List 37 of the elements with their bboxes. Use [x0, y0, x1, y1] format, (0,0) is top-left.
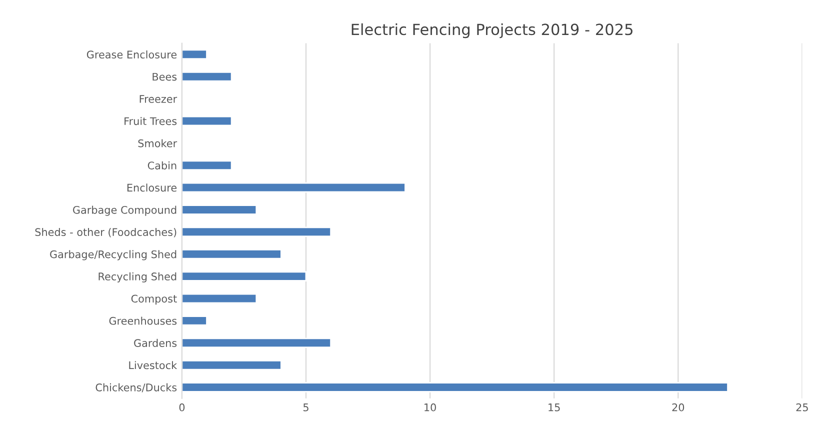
y-tick-label: Freezer: [140, 95, 178, 103]
bar: [182, 71, 232, 82]
y-tick-label: Garbage/Recycling Shed: [50, 250, 176, 260]
y-tick-label: Gardens: [134, 338, 177, 347]
x-tick-label: 0: [179, 403, 185, 412]
y-tick-label: Chickens/Ducks: [96, 383, 177, 392]
bar: [182, 204, 258, 215]
bar: [182, 248, 282, 260]
y-tick-label: Livestock: [129, 361, 178, 370]
y-tick-label: Smoker: [138, 139, 178, 148]
bar: [182, 338, 332, 348]
bar: [182, 49, 208, 60]
y-tick-label: Bees: [152, 72, 177, 81]
y-tick-label: Cabin: [148, 161, 176, 170]
bar: [182, 226, 332, 238]
x-tick-label: 10: [424, 403, 436, 412]
x-tick-label: 15: [548, 404, 560, 412]
bar: [182, 360, 282, 370]
bar: [182, 293, 258, 304]
y-tick-label: Garbage Compound: [73, 206, 176, 216]
bar: [182, 316, 208, 326]
bar: [182, 271, 307, 282]
bar: [182, 116, 232, 126]
chart-title: Electric Fencing Projects 2019 - 2025: [352, 23, 632, 38]
y-tick-label: Sheds - other (Foodcaches): [35, 228, 176, 238]
y-tick-label: Enclosure: [127, 184, 177, 192]
bar: [182, 382, 728, 392]
x-tick-label: 25: [796, 403, 808, 412]
bar: [182, 160, 232, 170]
y-tick-label: Fruit Trees: [124, 117, 177, 126]
y-tick-label: Grease Enclosure: [86, 50, 177, 58]
y-tick-label: Compost: [131, 294, 177, 305]
bar: [182, 182, 406, 193]
x-tick-label: 20: [672, 403, 684, 412]
y-tick-label: Greenhouses: [109, 316, 177, 325]
y-tick-label: Recycling Shed: [98, 272, 176, 282]
x-tick-label: 5: [303, 404, 308, 412]
